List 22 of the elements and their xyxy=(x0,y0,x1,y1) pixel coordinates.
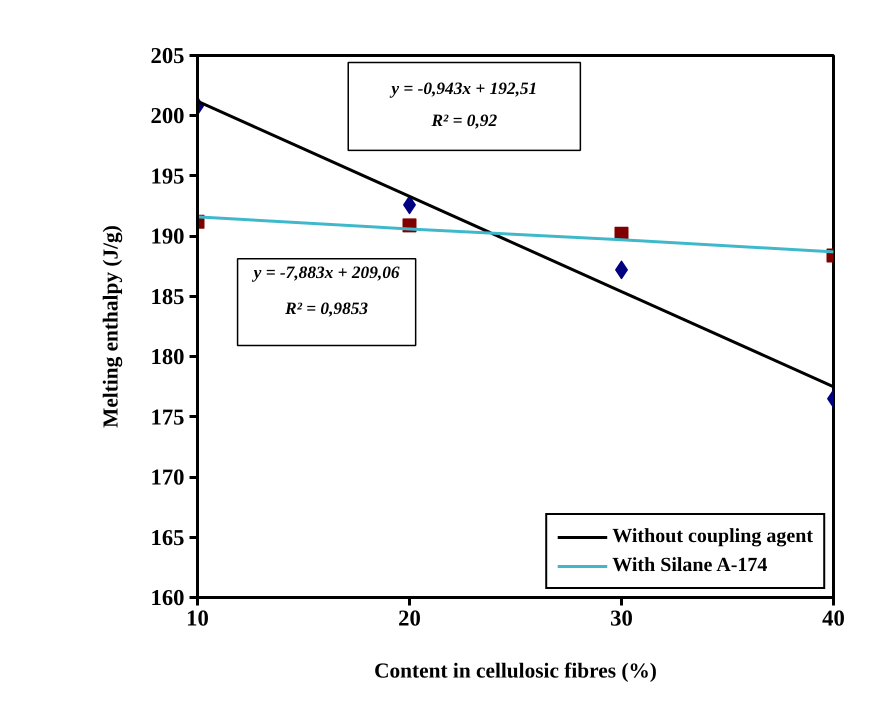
y-tick-label: 175 xyxy=(150,404,184,430)
y-tick-label: 200 xyxy=(150,103,184,128)
y-tick-label: 160 xyxy=(150,585,184,610)
annotation: R² = 0,92 xyxy=(430,111,498,130)
y-tick-label: 180 xyxy=(150,344,184,370)
annotation: R² = 0,9853 xyxy=(284,299,368,318)
x-tick-label: 40 xyxy=(822,606,845,630)
annotation: y = -7,883x + 209,06 xyxy=(252,262,400,282)
legend-label: With Silane A-174 xyxy=(612,554,768,577)
legend-label: Without coupling agent xyxy=(612,525,813,548)
annotation: y = -0,943x + 192,51 xyxy=(389,79,538,98)
y-tick-label: 165 xyxy=(150,524,184,550)
y-tick-label: 185 xyxy=(150,284,184,309)
x-tick-label: 20 xyxy=(398,606,421,630)
y-tick-label: 205 xyxy=(150,43,184,68)
y-tick-label: 195 xyxy=(150,163,184,188)
x-tick-label: 10 xyxy=(186,606,209,630)
x-tick-label: 30 xyxy=(610,606,633,630)
y-axis-title: Melting enthalpy (J/g) xyxy=(98,225,123,428)
y-tick-label: 190 xyxy=(150,224,184,249)
x-axis-title: Content in cellulosic fibres (%) xyxy=(374,658,657,682)
y-tick-label: 170 xyxy=(150,464,184,490)
